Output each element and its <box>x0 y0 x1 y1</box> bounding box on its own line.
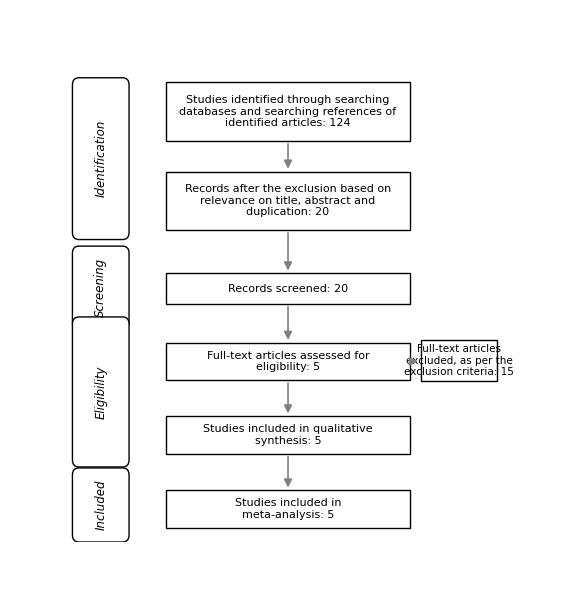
FancyBboxPatch shape <box>166 490 410 528</box>
FancyBboxPatch shape <box>166 417 410 454</box>
FancyBboxPatch shape <box>166 172 410 230</box>
FancyBboxPatch shape <box>166 273 410 304</box>
FancyBboxPatch shape <box>72 78 129 239</box>
Text: Screening: Screening <box>94 258 107 317</box>
Text: Included: Included <box>94 480 107 530</box>
Text: Full-text articles
excluded, as per the
exclusion criteria: 15: Full-text articles excluded, as per the … <box>404 344 514 377</box>
Text: Identification: Identification <box>94 120 107 197</box>
FancyBboxPatch shape <box>166 343 410 380</box>
FancyBboxPatch shape <box>72 246 129 329</box>
Text: Eligibility: Eligibility <box>94 365 107 419</box>
FancyBboxPatch shape <box>421 340 497 381</box>
Text: Studies identified through searching
databases and searching references of
ident: Studies identified through searching dat… <box>179 95 397 128</box>
Text: Full-text articles assessed for
eligibility: 5: Full-text articles assessed for eligibil… <box>207 351 369 372</box>
FancyBboxPatch shape <box>72 468 129 542</box>
Text: Studies included in qualitative
synthesis: 5: Studies included in qualitative synthesi… <box>203 424 373 446</box>
Text: Records screened: 20: Records screened: 20 <box>228 284 348 294</box>
Text: Records after the exclusion based on
relevance on title, abstract and
duplicatio: Records after the exclusion based on rel… <box>185 185 391 217</box>
FancyBboxPatch shape <box>166 82 410 141</box>
Text: Studies included in
meta-analysis: 5: Studies included in meta-analysis: 5 <box>235 498 341 520</box>
FancyBboxPatch shape <box>72 317 129 467</box>
